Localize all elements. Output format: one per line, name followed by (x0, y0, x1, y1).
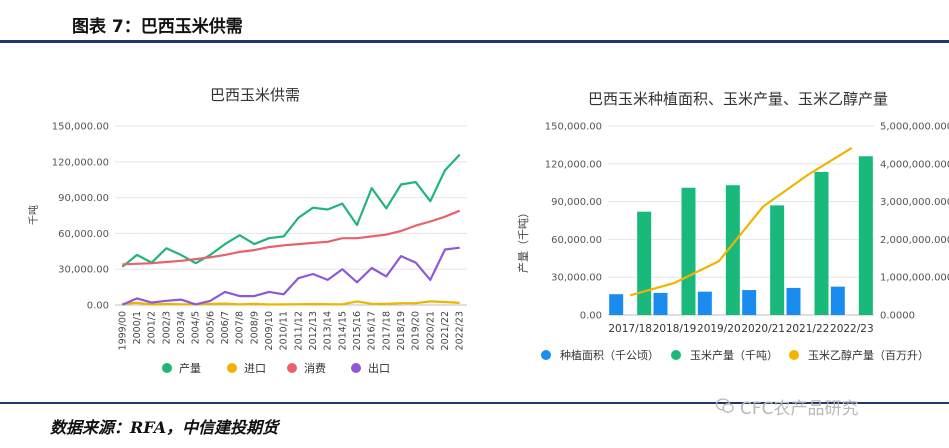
chart2-title: 巴西玉米种植面积、玉米产量、玉米乙醇产量 (588, 90, 888, 108)
c2-ethanol-line (629, 146, 853, 297)
c1-ytick-label: 60,000.00 (58, 229, 109, 240)
c2-xtick-label: 2017/18 (608, 323, 652, 335)
c1-xtick-label: 2018/19 (396, 311, 407, 350)
c2-y2tick-label: 5,000,000.0000 (880, 122, 949, 133)
top-rule (0, 40, 949, 43)
c2-legend-label: 玉米乙醇产量（百万升） (808, 348, 929, 362)
c2-bar-种植面积（千公顷） (609, 294, 624, 315)
c2-legend-marker (541, 350, 551, 360)
chart1-title: 巴西玉米供需 (210, 86, 300, 104)
c1-ytick-label: 0.00 (87, 301, 109, 312)
c1-ytick-label: 90,000.00 (58, 193, 109, 204)
chart2-ylabel: 产量（千吨） (516, 207, 530, 273)
c2-y2tick-label: 2,000,000.0000 (880, 235, 949, 246)
c2-bar-玉米产量（千吨） (814, 171, 829, 315)
c2-y2tick-label: 4,000,000.0000 (880, 159, 949, 170)
c2-bar-玉米产量（千吨） (858, 156, 873, 315)
c2-ytick-label: 60,000.00 (551, 235, 602, 246)
watermark: CFC农产品研究 (740, 399, 859, 419)
c1-xtick-label: 2013/14 (323, 311, 334, 350)
c1-ytick-label: 30,000.00 (58, 265, 109, 276)
c1-xtick-label: 2002/3 (161, 311, 172, 344)
c1-xtick-label: 2000/1 (132, 311, 143, 344)
c1-xtick-label: 2021/22 (440, 311, 451, 350)
figure-title: 图表 7：巴西玉米供需 (72, 17, 243, 37)
c1-series-line-出口 (121, 246, 460, 306)
c1-legend-label: 消费 (304, 361, 326, 375)
c1-series-line-进口 (122, 300, 460, 306)
c2-bar-玉米产量（千吨） (770, 205, 785, 315)
c1-xtick-label: 2015/16 (352, 311, 363, 350)
c2-bar-种植面积（千公顷） (742, 290, 757, 315)
wechat-icon (716, 398, 734, 413)
c2-legend-marker (671, 350, 681, 360)
c2-y2tick-label: 1,000,000.0000 (880, 273, 949, 284)
chart1-ylabel: 千吨 (27, 205, 40, 225)
c1-xtick-label: 2008/9 (249, 311, 260, 344)
c1-xtick-label: 2010/11 (279, 311, 290, 350)
c2-ytick-label: 30,000.00 (551, 273, 602, 284)
c1-xtick-label: 2007/8 (235, 311, 246, 344)
supply-demand-chart: 巴西玉米供需 千吨 0.00 30,000.00 60,000.00 90,000.0… (27, 86, 467, 375)
c2-bar-种植面积（千公顷） (830, 286, 845, 315)
c1-xtick-label: 2001/2 (147, 311, 158, 344)
c2-xtick-label: 2021/22 (786, 323, 830, 335)
c1-xtick-label: 2011/12 (293, 311, 304, 350)
c2-bar-种植面积（千公顷） (786, 287, 801, 315)
c1-xtick-label: 2022/23 (455, 311, 466, 350)
c1-series-line-产量 (121, 153, 461, 268)
c2-ytick-label: 90,000.00 (551, 197, 602, 208)
c1-ytick-label: 150,000.00 (52, 122, 109, 133)
c1-xtick-label: 1999/00 (117, 311, 128, 350)
c2-bar-种植面积（千公顷） (697, 291, 712, 315)
c1-xtick-label: 2006/7 (220, 311, 231, 344)
c1-xtick-label: 2009/10 (264, 311, 275, 350)
c1-legend-marker (351, 363, 361, 373)
c2-xtick-label: 2019/20 (697, 323, 741, 335)
c2-bar-玉米产量（千吨） (681, 187, 696, 315)
c2-legend-marker (789, 350, 799, 360)
c1-ytick-label: 120,000.00 (52, 157, 109, 168)
c1-legend-marker (162, 363, 172, 373)
c1-xtick-label: 2019/20 (411, 311, 422, 350)
c2-bar-玉米产量（千吨） (637, 211, 652, 315)
c2-ytick-label: 0.00 (580, 311, 602, 322)
c1-xtick-label: 2004/5 (191, 311, 202, 344)
c1-series-line-消费 (122, 209, 461, 266)
c2-y2tick-label: 0.0000 (880, 311, 915, 322)
c1-legend-label: 产量 (179, 361, 201, 375)
c2-ytick-label: 150,000.00 (545, 122, 602, 133)
c1-xtick-label: 2005/6 (205, 311, 216, 344)
area-production-ethanol-chart: 巴西玉米种植面积、玉米产量、玉米乙醇产量 产量（千吨） 0.00 30,000.0… (516, 90, 949, 362)
c2-y2tick-label: 3,000,000.0000 (880, 197, 949, 208)
c2-xtick-label: 2022/23 (830, 323, 874, 335)
c1-xtick-label: 2014/15 (337, 311, 348, 350)
c1-legend-marker (227, 363, 237, 373)
c1-xtick-label: 2012/13 (308, 311, 319, 350)
bottom-rule (0, 402, 949, 404)
c1-xtick-label: 2003/4 (176, 311, 187, 344)
c2-xtick-label: 2018/19 (653, 323, 697, 335)
c2-bar-玉米产量（千吨） (725, 185, 740, 315)
c2-xtick-label: 2020/21 (741, 323, 785, 335)
c1-legend-label: 进口 (244, 362, 266, 375)
c1-xtick-label: 2020/21 (425, 311, 436, 350)
c1-xtick-label: 2016/17 (367, 311, 378, 350)
c2-legend-label: 玉米产量（千吨） (690, 348, 778, 362)
c1-legend-label: 出口 (368, 361, 390, 375)
source-note: 数据来源：RFA，中信建投期货 (50, 418, 279, 437)
c1-xtick-label: 2017/18 (381, 311, 392, 350)
c2-legend-label: 种植面积（千公顷） (560, 348, 659, 362)
c2-ytick-label: 120,000.00 (545, 159, 602, 170)
c1-legend-marker (287, 363, 297, 373)
c2-bar-种植面积（千公顷） (653, 292, 668, 315)
